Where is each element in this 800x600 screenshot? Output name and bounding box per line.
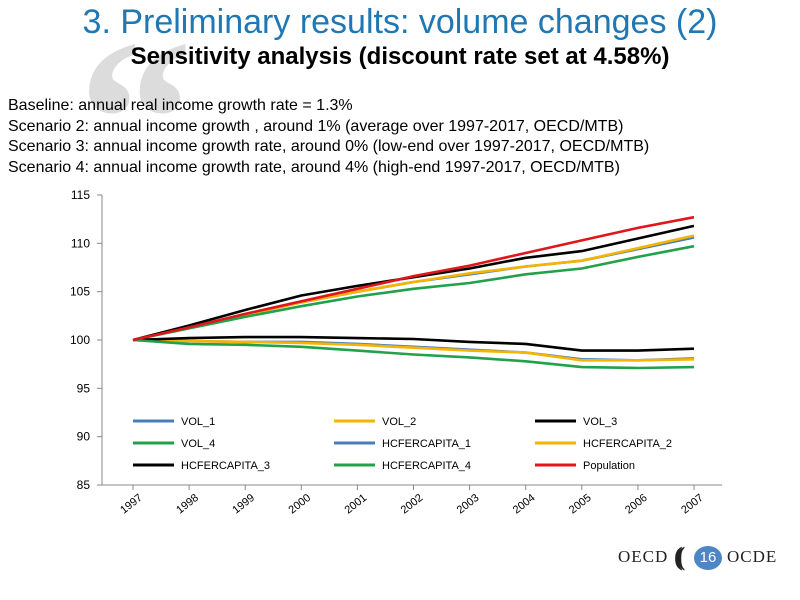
series-line-hcfercapita-3 xyxy=(132,335,695,352)
x-tick-label: 2007 xyxy=(679,492,706,517)
scenario-2: Scenario 2: annual income growth , aroun… xyxy=(8,117,624,135)
legend-label: VOL_1 xyxy=(181,416,215,428)
page-number: 16 xyxy=(694,546,722,570)
scenario-3: Scenario 3: annual income growth rate, a… xyxy=(8,138,650,155)
series-line-population xyxy=(132,215,695,342)
legend-label: HCFERCAPITA_3 xyxy=(181,460,270,472)
y-tick-label: 115 xyxy=(71,188,90,202)
x-tick-label: 1999 xyxy=(230,492,257,517)
footer-logo: OECD (( 16 OCDE xyxy=(618,542,783,571)
x-tick-label: 2001 xyxy=(343,492,370,517)
oecd-logo-text: OECD xyxy=(618,547,669,566)
scenario-4: Scenario 4: annual income growth rate, a… xyxy=(8,158,620,176)
legend-label: VOL_4 xyxy=(181,438,215,450)
x-tick-label: 1998 xyxy=(174,492,201,517)
slide-subtitle: Sensitivity analysis (discount rate set … xyxy=(130,43,670,70)
x-tick-label: 2004 xyxy=(511,492,538,517)
decorative-quote-mark: “ xyxy=(78,0,193,247)
y-tick-label: 95 xyxy=(77,381,91,395)
series-line-hcfercapita-2 xyxy=(132,338,695,362)
x-tick-label: 2006 xyxy=(623,492,650,517)
x-tick-label: 2003 xyxy=(455,492,482,517)
y-tick-label: 90 xyxy=(77,430,91,444)
y-tick-label: 110 xyxy=(71,236,90,250)
legend-label: HCFERCAPITA_1 xyxy=(382,438,471,450)
y-tick-label: 105 xyxy=(70,285,90,299)
legend-label: VOL_2 xyxy=(382,416,416,428)
legend-label: Population xyxy=(583,460,635,472)
series-line-hcfercapita-4 xyxy=(132,338,695,370)
scenario-list: Baseline: annual real income growth rate… xyxy=(8,96,649,178)
series-line-vol-4 xyxy=(132,244,695,342)
y-tick-label: 100 xyxy=(70,333,90,347)
legend-label: VOL_3 xyxy=(583,416,617,428)
x-tick-label: 2005 xyxy=(567,492,594,517)
volume-line-chart: 85 90 95 100 105 110 115 1997 1998 1999 2000 2001 20… xyxy=(70,188,722,517)
y-tick-label: 85 xyxy=(77,478,91,492)
x-tick-label: 1997 xyxy=(118,492,145,517)
legend-label: HCFERCAPITA_2 xyxy=(583,438,672,450)
ocde-logo-text: OCDE xyxy=(727,547,778,566)
x-tick-label: 2000 xyxy=(286,492,313,517)
legend-label: HCFERCAPITA_4 xyxy=(382,460,471,472)
slide-title: 3. Preliminary results: volume changes (… xyxy=(82,3,718,41)
scenario-baseline: Baseline: annual real income growth rate… xyxy=(8,97,353,114)
x-tick-label: 2002 xyxy=(399,492,426,517)
oecd-bracket-icon: (( xyxy=(674,542,686,571)
